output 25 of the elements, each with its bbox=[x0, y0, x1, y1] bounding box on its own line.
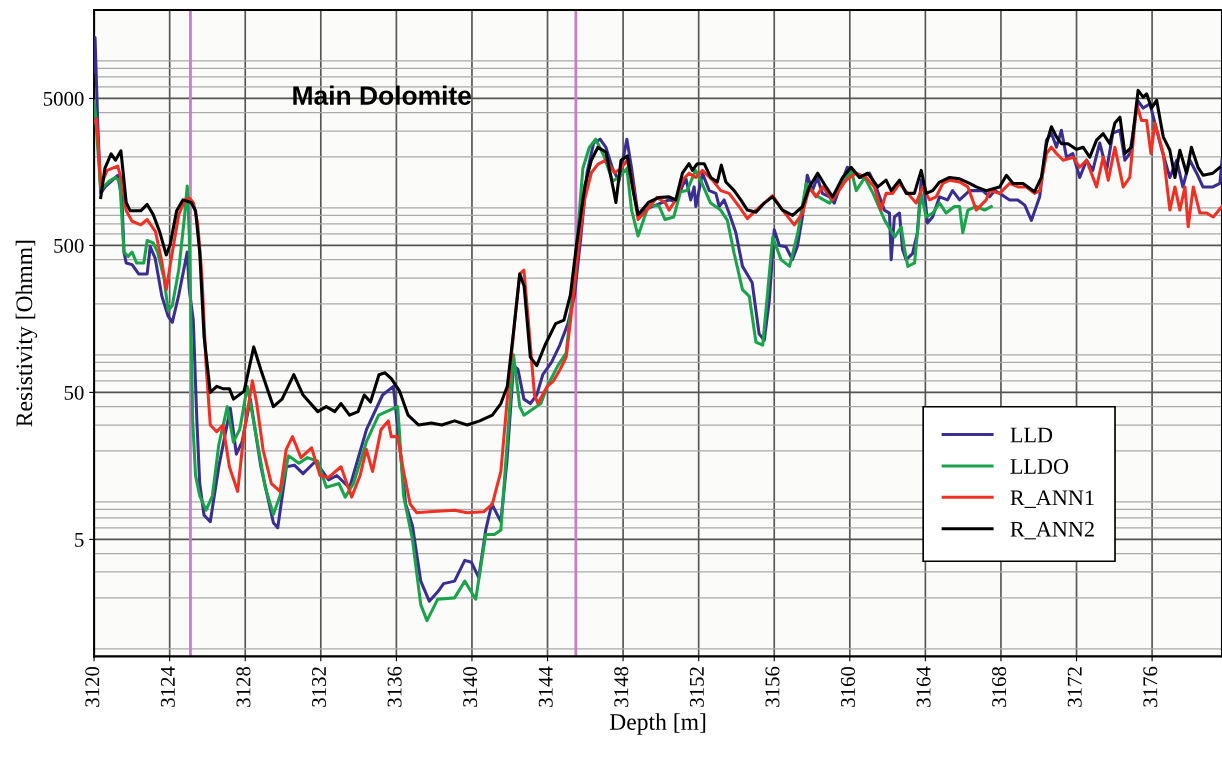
y-axis-title: Resistivity [Ohmm] bbox=[15, 240, 38, 427]
x-tick-label: 3140 bbox=[463, 666, 478, 707]
x-tick-label: 3124 bbox=[160, 666, 175, 707]
x-tick-label: 3128 bbox=[236, 666, 251, 707]
x-tick-label: 3156 bbox=[765, 666, 780, 707]
x-tick-label: 3120 bbox=[85, 666, 100, 707]
x-tick-label: 3168 bbox=[992, 666, 1007, 707]
y-tick-label: 5 bbox=[75, 532, 84, 547]
y-tick-label: 500 bbox=[54, 238, 84, 253]
x-tick-label: 3132 bbox=[312, 667, 327, 707]
x-tick-label: 3148 bbox=[614, 666, 629, 707]
legend-label: LLDO bbox=[1010, 458, 1069, 474]
legend-label: LLD bbox=[1010, 427, 1053, 443]
legend-label: R_ANN1 bbox=[1010, 490, 1094, 508]
x-tick-label: 3144 bbox=[538, 666, 553, 707]
x-tick-label: 3136 bbox=[387, 666, 402, 707]
legend-label: R_ANN2 bbox=[1010, 521, 1094, 540]
x-tick-label: 3172 bbox=[1067, 667, 1082, 707]
x-tick-label: 3160 bbox=[840, 666, 856, 707]
y-tick-label: 5000 bbox=[43, 91, 84, 106]
x-tick-label: 3176 bbox=[1143, 666, 1158, 707]
x-axis-title: Depth [m] bbox=[609, 713, 706, 735]
y-tick-label: 50 bbox=[64, 385, 84, 400]
x-tick-label: 3164 bbox=[916, 666, 931, 707]
x-tick-label: 3152 bbox=[689, 667, 704, 707]
